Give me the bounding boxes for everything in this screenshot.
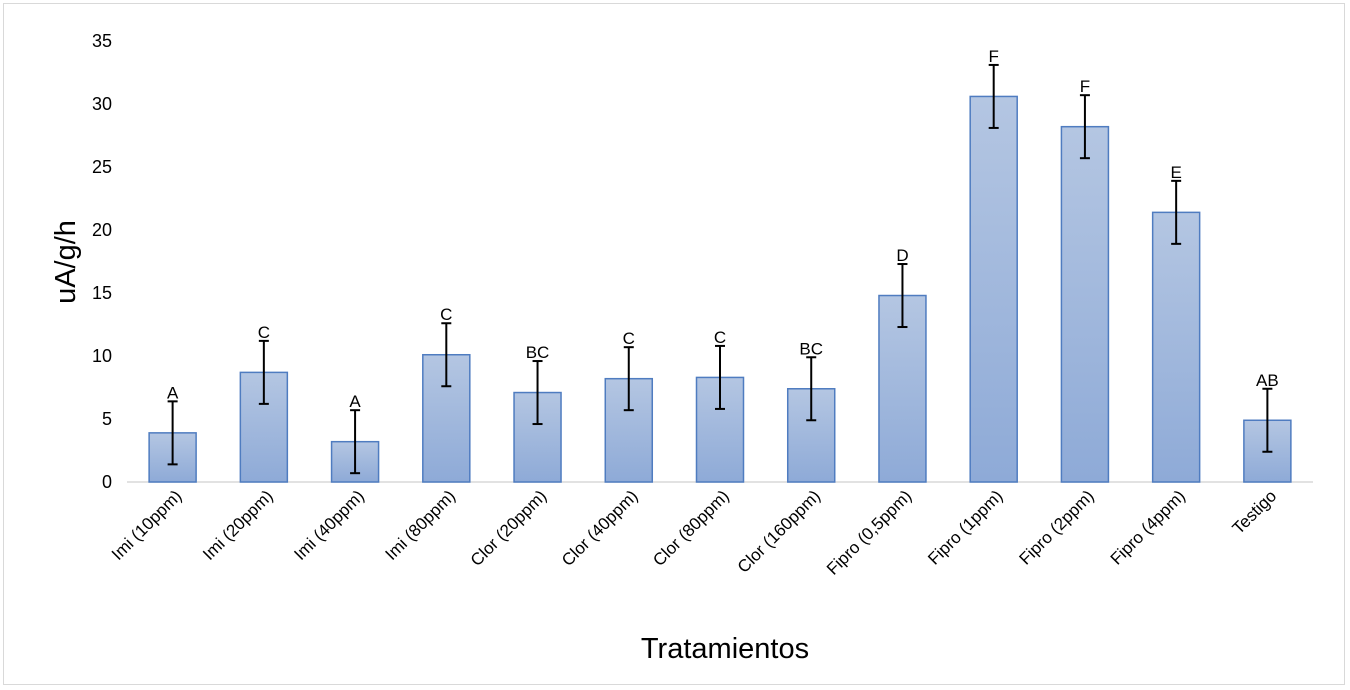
error-bar [258, 339, 269, 405]
y-tick-label: 20 [92, 220, 112, 240]
error-bar [167, 400, 178, 466]
error-bar [897, 263, 908, 329]
y-tick-label: 0 [102, 472, 112, 492]
error-bar [623, 346, 634, 412]
y-tick-label: 5 [102, 409, 112, 429]
error-bar [1079, 94, 1090, 160]
bar [1060, 125, 1110, 483]
significance-letter: D [896, 246, 908, 265]
significance-letter: A [349, 392, 361, 411]
x-tick-label: Imi (10ppm) [108, 486, 186, 564]
significance-letter: C [440, 305, 452, 324]
error-bar [350, 409, 361, 475]
x-axis-category-labels: Imi (10ppm) Imi (20ppm) Imi (40ppm) Imi (80… [108, 486, 1280, 578]
significance-letter: A [167, 383, 179, 402]
y-tick-label: 15 [92, 283, 112, 303]
x-tick-label: Fipro (2ppm) [1016, 486, 1098, 568]
significance-letters: A C A C BC C C BC D F F E AB [167, 47, 1279, 411]
x-tick-label: Clor (160ppm) [734, 486, 824, 576]
error-bar [806, 356, 817, 422]
x-tick-label: Imi (80ppm) [382, 486, 460, 564]
y-tick-label: 25 [92, 157, 112, 177]
significance-letter: E [1170, 163, 1181, 182]
bar [969, 95, 1018, 483]
x-tick-label: Imi (20ppm) [199, 486, 277, 564]
error-bar [1171, 179, 1182, 245]
x-tick-label: Imi (40ppm) [290, 486, 368, 564]
x-tick-label: Clor (40ppm) [558, 486, 642, 570]
y-tick-label: 10 [92, 346, 112, 366]
significance-letter: C [623, 329, 635, 348]
x-axis-title: Tratamientos [641, 633, 809, 665]
error-bar [715, 344, 725, 410]
x-tick-label: Clor (20ppm) [467, 486, 551, 570]
y-axis-ticks: 0 5 10 15 20 25 30 35 [92, 31, 112, 492]
x-tick-label: Fipro (0,5ppm) [823, 486, 915, 578]
bars [148, 95, 1292, 483]
x-tick-label: Fipro (4ppm) [1107, 486, 1189, 568]
significance-letter: C [258, 323, 270, 342]
error-bar [1262, 387, 1273, 453]
y-axis-title: uA/g/h [50, 220, 82, 304]
chart-frame [3, 3, 1345, 685]
significance-letter: F [1080, 77, 1090, 96]
significance-letter: F [988, 47, 998, 66]
significance-letter: BC [526, 343, 550, 362]
bar [1151, 211, 1201, 483]
bar [513, 391, 562, 483]
error-bar [532, 360, 543, 426]
x-tick-label: Clor (80ppm) [649, 486, 733, 570]
significance-letter: BC [799, 339, 823, 358]
x-tick-label: Testigo [1229, 486, 1281, 538]
significance-letter: C [714, 328, 726, 347]
x-tick-label: Fipro (1ppm) [924, 486, 1006, 568]
error-bar [441, 322, 452, 388]
significance-letter: AB [1256, 371, 1279, 390]
error-bar [988, 63, 999, 129]
error-bars [167, 63, 1273, 475]
y-tick-label: 30 [92, 94, 112, 114]
y-tick-label: 35 [92, 31, 112, 51]
